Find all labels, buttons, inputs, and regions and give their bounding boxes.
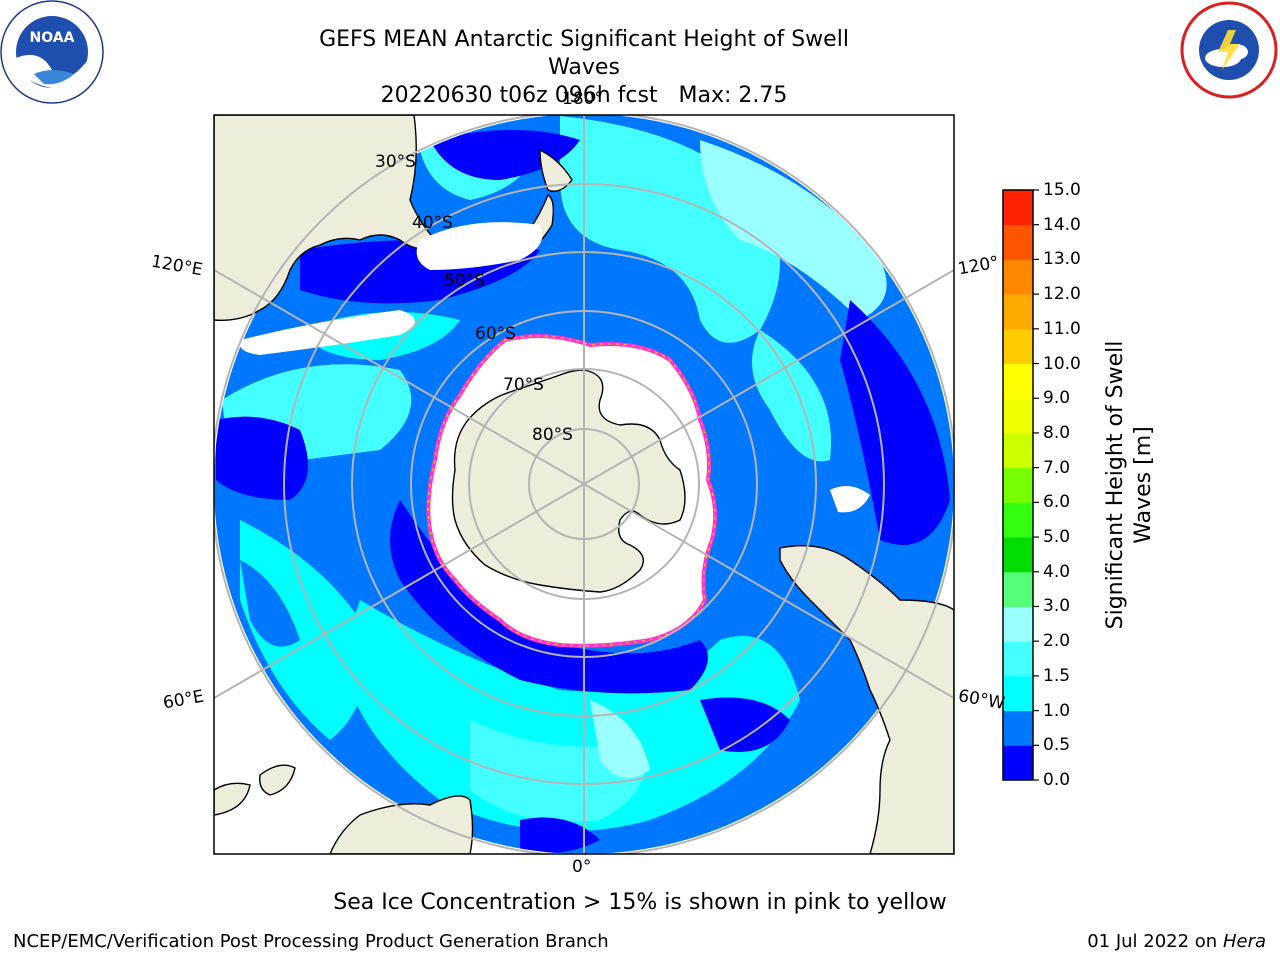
footer-machine: Hera xyxy=(1222,931,1266,952)
colorbar-segment xyxy=(1003,363,1033,399)
footer-branch: NCEP/EMC/Verification Post Processing Pr… xyxy=(13,931,609,952)
colorbar-tick-label: 1.5 xyxy=(1043,665,1071,686)
colorbar-segment xyxy=(1003,675,1033,712)
colorbar-tick-label: 13.0 xyxy=(1043,249,1081,270)
colorbar-segment xyxy=(1003,745,1033,781)
colorbar-segment xyxy=(1003,502,1033,538)
colorbar-frame xyxy=(1002,189,1034,781)
colorbar-tick-label: 7.0 xyxy=(1043,457,1071,478)
colorbar-segment xyxy=(1003,606,1033,642)
colorbar-tick-label: 11.0 xyxy=(1043,318,1081,339)
sea-ice-caption: Sea Ice Concentration > 15% is shown in … xyxy=(333,890,947,915)
footer-date: 01 Jul 2022 on Hera xyxy=(1087,931,1266,952)
colorbar-segment xyxy=(1003,432,1033,469)
colorbar-segment xyxy=(1003,398,1033,434)
colorbar-tick-label: 10.0 xyxy=(1043,353,1081,374)
lat-label-50s: 50°S xyxy=(444,271,485,291)
colorbar-segment xyxy=(1003,224,1033,260)
svg-text:NOAA: NOAA xyxy=(30,30,75,46)
colorbar-tick-label: 9.0 xyxy=(1043,388,1071,409)
colorbar-title-line-2: Waves [m] xyxy=(1131,426,1156,544)
colorbar-tick-label: 12.0 xyxy=(1043,284,1081,305)
colorbar-tick-label: 3.0 xyxy=(1043,596,1071,617)
chart-title: GEFS MEAN Antarctic Significant Height o… xyxy=(284,26,884,110)
footer-date-text: 01 Jul 2022 on xyxy=(1087,931,1223,952)
colorbar-segment xyxy=(1003,328,1033,365)
map-frame xyxy=(213,114,955,855)
colorbar-title: Significant Height of Swell Waves [m] xyxy=(1102,341,1158,630)
noaa-logo: NOAA xyxy=(0,0,104,104)
colorbar-segment xyxy=(1003,294,1033,330)
colorbar-tick-label: 15.0 xyxy=(1043,180,1081,200)
colorbar-segment xyxy=(1003,641,1033,677)
lon-label-180: 180° xyxy=(562,89,603,109)
nws-logo xyxy=(1178,0,1280,100)
colorbar xyxy=(1002,189,1039,781)
graticule xyxy=(214,115,954,854)
colorbar-segment xyxy=(1003,467,1033,503)
colorbar-tick-label: 1.0 xyxy=(1043,700,1071,721)
colorbar-tick-label: 0.0 xyxy=(1043,770,1071,790)
colorbar-tick-label: 8.0 xyxy=(1043,422,1071,443)
colorbar-segment xyxy=(1003,710,1033,746)
lat-label-60s: 60°S xyxy=(475,324,516,344)
colorbar-segment xyxy=(1003,571,1033,607)
colorbar-title-line-1: Significant Height of Swell xyxy=(1103,340,1128,630)
colorbar-segment xyxy=(1003,190,1033,226)
lat-label-80s: 80°S xyxy=(532,425,573,445)
colorbar-tick-label: 4.0 xyxy=(1043,561,1071,582)
title-line-1: GEFS MEAN Antarctic Significant Height o… xyxy=(319,27,849,80)
lat-label-30s: 30°S xyxy=(375,152,416,172)
title-line-2: 20220630 t06z 096h fcst Max: 2.75 xyxy=(380,83,788,108)
lat-label-40s: 40°S xyxy=(412,213,453,233)
lon-label-0: 0° xyxy=(572,857,592,877)
colorbar-segment xyxy=(1003,537,1033,573)
colorbar-tick-label: 0.5 xyxy=(1043,735,1071,756)
lat-label-70s: 70°S xyxy=(503,375,544,395)
colorbar-tick-label: 2.0 xyxy=(1043,631,1071,652)
colorbar-tick-label: 6.0 xyxy=(1043,492,1071,513)
colorbar-tick-label: 14.0 xyxy=(1043,214,1081,235)
colorbar-tick-label: 5.0 xyxy=(1043,527,1071,548)
colorbar-segment xyxy=(1003,259,1033,295)
